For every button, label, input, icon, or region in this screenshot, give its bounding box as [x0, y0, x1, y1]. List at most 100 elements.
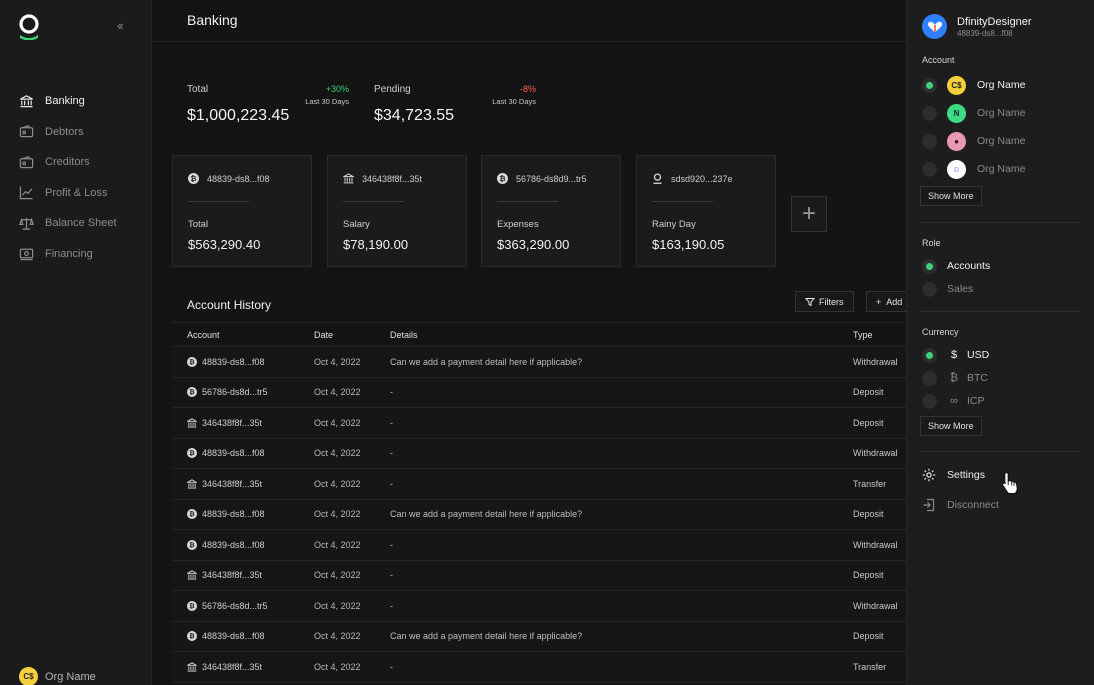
filters-button[interactable]: Filters [795, 291, 854, 312]
org-option-label: Org Name [977, 79, 1026, 91]
sidebar-item-banking[interactable]: Banking [0, 86, 152, 117]
account-card[interactable]: 346438f8f...35t Salary $78,190.00 [327, 155, 467, 267]
show-more-currencies-button[interactable]: Show More [920, 416, 982, 436]
radio-button[interactable] [922, 393, 937, 409]
sidebar-item-profit-loss[interactable]: Profit & Loss [0, 178, 152, 209]
disconnect-link[interactable]: Disconnect [922, 498, 999, 512]
section-label-account: Account [922, 55, 955, 65]
add-label: Add [886, 296, 903, 307]
radio-button[interactable] [922, 347, 937, 363]
org-option[interactable]: N Org Name [922, 103, 1025, 123]
currency-option-icp[interactable]: ∞ ICP [922, 393, 985, 409]
sidebar: ‹‹ Banking Debtors Creditors Profit & Lo… [0, 0, 152, 685]
bitcoin-icon: ₿ [187, 539, 197, 550]
card-divider [652, 201, 713, 202]
table-row[interactable]: ₿ 48839-ds8...f08 Oct 4, 2022 - Withdrawal [172, 530, 906, 561]
sidebar-item-label: Debtors [45, 125, 84, 138]
org-switcher[interactable]: C$ Org Name [19, 667, 96, 685]
row-account: 346438f8f...35t [187, 662, 262, 672]
radio-button[interactable] [922, 161, 937, 177]
sidebar-item-balance-sheet[interactable]: Balance Sheet [0, 208, 152, 239]
infinity-icon: ∞ [950, 395, 958, 407]
currency-option-btc[interactable]: ₿ BTC [922, 370, 988, 386]
app-logo-icon[interactable] [18, 14, 40, 40]
row-type: Deposit [853, 387, 884, 398]
add-button[interactable]: + Add [866, 291, 906, 312]
row-date: Oct 4, 2022 [314, 356, 361, 367]
bitcoin-icon: ₿ [187, 631, 197, 642]
table-row[interactable]: ₿ 48839-ds8...f08 Oct 4, 2022 Can we add a … [172, 621, 906, 652]
settings-link[interactable]: Settings [922, 468, 985, 482]
table-header-row: Account Date Details Type [172, 322, 906, 347]
row-account-id: 346438f8f...35t [202, 478, 263, 489]
radio-button[interactable] [922, 281, 937, 297]
sidebar-item-creditors[interactable]: Creditors [0, 147, 152, 178]
cash-icon [19, 248, 34, 261]
row-account: 346438f8f...35t [187, 479, 262, 489]
row-account: ₿ 56786-ds8d...tr5 [187, 387, 268, 398]
table-row[interactable]: 346438f8f...35t Oct 4, 2022 - Transfer [172, 652, 906, 683]
column-header-details[interactable]: Details [390, 329, 418, 340]
collapse-sidebar-icon[interactable]: ‹‹ [117, 18, 124, 33]
logout-icon [923, 498, 935, 512]
account-amount: $563,290.40 [188, 237, 261, 252]
gear-icon [922, 468, 936, 482]
row-account-id: 56786-ds8d...tr5 [202, 387, 268, 398]
bank-icon [187, 570, 197, 580]
table-row[interactable]: ₿ 48839-ds8...f08 Oct 4, 2022 - Withdrawal [172, 438, 906, 469]
svg-text:₿: ₿ [189, 602, 195, 610]
column-header-account[interactable]: Account [187, 329, 220, 340]
row-details: - [390, 387, 393, 398]
bitcoin-icon: ₿ [497, 173, 508, 184]
user-profile[interactable]: DfinityDesigner 48839-ds8...f08 [922, 14, 1032, 39]
radio-button[interactable] [922, 258, 937, 274]
add-account-button[interactable]: + [791, 196, 827, 232]
table-row[interactable]: ₿ 48839-ds8...f08 Oct 4, 2022 Can we add a … [172, 347, 906, 378]
table-row[interactable]: 346438f8f...35t Oct 4, 2022 - Deposit [172, 408, 906, 439]
sidebar-item-debtors[interactable]: Debtors [0, 117, 152, 148]
account-history-table: Account Date Details Type ₿ 48839-ds8...f… [172, 322, 906, 683]
radio-button[interactable] [922, 370, 937, 386]
settings-label: Settings [947, 469, 985, 481]
row-date: Oct 4, 2022 [314, 478, 361, 489]
wallet-icon [19, 125, 34, 138]
chart-line-icon [19, 186, 33, 200]
table-row[interactable]: ₿ 56786-ds8d...tr5 Oct 4, 2022 - Withdrawal [172, 591, 906, 622]
sidebar-item-label: Profit & Loss [45, 186, 108, 199]
account-card-id: 346438f8f...35t [343, 173, 422, 184]
org-option-label: Org Name [977, 163, 1026, 175]
sidebar-item-financing[interactable]: Financing [0, 239, 152, 270]
dollar-icon: $ [950, 349, 958, 361]
role-option-accounts[interactable]: Accounts [922, 258, 990, 274]
currency-option-usd[interactable]: $ USD [922, 347, 989, 363]
org-option[interactable]: C$ Org Name [922, 75, 1026, 95]
column-header-date[interactable]: Date [314, 329, 334, 340]
column-header-type[interactable]: Type [853, 329, 873, 340]
row-account: ₿ 48839-ds8...f08 [187, 448, 265, 459]
row-date: Oct 4, 2022 [314, 661, 361, 672]
table-row[interactable]: 346438f8f...35t Oct 4, 2022 - Transfer [172, 469, 906, 500]
account-card[interactable]: ₿ 48839-ds8...f08 Total $563,290.40 [172, 155, 312, 267]
show-more-orgs-button[interactable]: Show More [920, 186, 982, 206]
svg-text:₿: ₿ [191, 174, 197, 183]
table-row[interactable]: ₿ 48839-ds8...f08 Oct 4, 2022 Can we add a … [172, 499, 906, 530]
bitcoin-icon: ₿ [187, 600, 197, 611]
org-option[interactable]: ● Org Name [922, 131, 1025, 151]
svg-text:₿: ₿ [189, 449, 195, 457]
account-card[interactable]: ₿ 56786-ds8d9...tr5 Expenses $363,290.00 [481, 155, 621, 267]
svg-text:₿: ₿ [189, 510, 195, 518]
role-option-label: Accounts [947, 260, 991, 272]
row-date: Oct 4, 2022 [314, 570, 361, 581]
radio-button[interactable] [922, 77, 937, 93]
table-row[interactable]: 346438f8f...35t Oct 4, 2022 - Deposit [172, 560, 906, 591]
role-option-sales[interactable]: Sales [922, 281, 973, 297]
org-option[interactable]: ☺ Org Name [922, 159, 1026, 179]
account-card[interactable]: sdsd920...237e Rainy Day $163,190.05 [636, 155, 776, 267]
radio-button[interactable] [922, 105, 937, 121]
table-row[interactable]: ₿ 56786-ds8d...tr5 Oct 4, 2022 - Deposit [172, 377, 906, 408]
stat-change-period: Last 30 Days [305, 97, 349, 106]
radio-button[interactable] [922, 133, 937, 149]
panel-divider [920, 451, 1081, 452]
svg-text:₿: ₿ [189, 388, 195, 396]
row-account: 346438f8f...35t [187, 418, 262, 428]
